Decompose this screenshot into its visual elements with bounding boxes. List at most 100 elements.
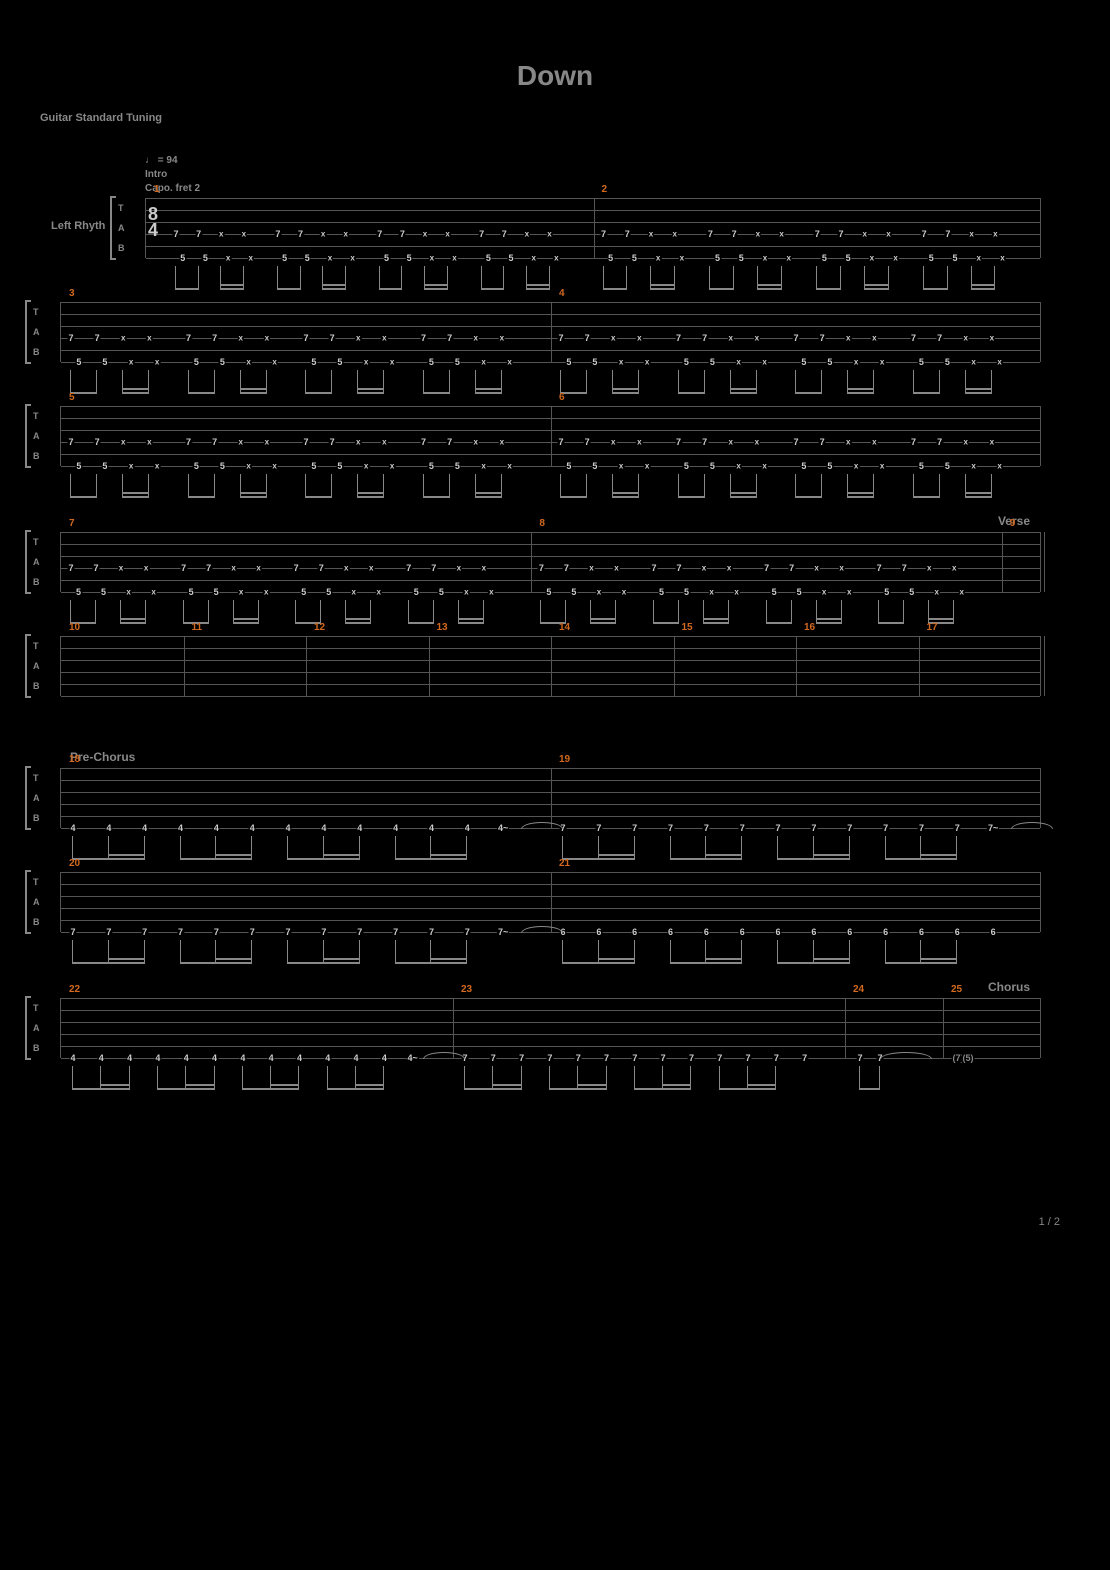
tab-note: x [755, 230, 761, 239]
tab-note: 7 [584, 333, 591, 343]
measure-number: 24 [853, 984, 864, 995]
tab-note: 7 [792, 333, 799, 343]
tab-note: x [422, 230, 428, 239]
tab-note: 7 [297, 229, 304, 239]
tab-note: x [241, 230, 247, 239]
tab-note: 7 [318, 563, 325, 573]
tab-note: 7 [478, 229, 485, 239]
tab-note: x [871, 438, 877, 447]
tab-note: x [120, 438, 126, 447]
measure-number: 12 [314, 622, 325, 633]
section-intro: Intro [145, 168, 1070, 182]
tab-note: x [546, 230, 552, 239]
measure-number: 22 [69, 984, 80, 995]
tab-note: 7 [293, 563, 300, 573]
tab-note: 7 [557, 437, 564, 447]
measure-number: 17 [927, 622, 938, 633]
tab-note: x [862, 230, 868, 239]
tempo-value: = 94 [158, 155, 178, 166]
tab-note: x [992, 230, 998, 239]
measure-number: 20 [69, 858, 80, 869]
measure-number: 15 [682, 622, 693, 633]
tuning-label: Guitar Standard Tuning [40, 112, 1070, 124]
tab-note: 7 [94, 437, 101, 447]
tab-note: 7 [195, 229, 202, 239]
tab-note: 7 [376, 229, 383, 239]
tab-note: x [381, 334, 387, 343]
measure-number: 2 [602, 184, 608, 195]
tab-note: 7 [67, 437, 74, 447]
tab-note: x [143, 564, 149, 573]
measure-number: 21 [559, 858, 570, 869]
tab-note: 7 [172, 229, 179, 239]
measure-number: 4 [559, 288, 565, 299]
section-label: Chorus [40, 980, 1070, 994]
tab-note: x [255, 564, 261, 573]
tab-note: x [524, 230, 530, 239]
section-label: Verse [40, 514, 1070, 528]
tab-note: 7 [763, 563, 770, 573]
tab-note: x [237, 334, 243, 343]
tab-note: x [672, 230, 678, 239]
tab-note: x [481, 564, 487, 573]
tab-note: 7 [675, 333, 682, 343]
tab-note: 7 [701, 437, 708, 447]
tab-note: 7 [563, 563, 570, 573]
tab-note: x [951, 564, 957, 573]
tab-note: x [146, 438, 152, 447]
tab-note: 7 [901, 563, 908, 573]
tab-note: 7 [94, 333, 101, 343]
tab-note: x [701, 564, 707, 573]
song-title: Down [40, 60, 1070, 92]
tab-note: 7 [876, 563, 883, 573]
tab-note: x [613, 564, 619, 573]
tab-note: x [754, 438, 760, 447]
tab-note: x [355, 438, 361, 447]
tab-note: 7 [624, 229, 631, 239]
measure-number: 25 [951, 984, 962, 995]
tab-note: x [754, 334, 760, 343]
tab-note: 7 [211, 437, 218, 447]
tab-note: 7 [67, 563, 74, 573]
timesig-bot: 4 [148, 222, 158, 238]
tab-note: 7 [446, 437, 453, 447]
tab-note: 7 [302, 333, 309, 343]
tab-note: x [588, 564, 594, 573]
tab-note: 7 [819, 333, 826, 343]
tab-note: 7 [180, 563, 187, 573]
tab-note: 7 [405, 563, 412, 573]
measure-number: 10 [69, 622, 80, 633]
measure-number: 6 [559, 392, 565, 403]
tab-note: 7 [944, 229, 951, 239]
tab-note: x [456, 564, 462, 573]
tab-note: x [472, 334, 478, 343]
tab-note: x [230, 564, 236, 573]
tab-note: 7 [936, 333, 943, 343]
tab-note: x [368, 564, 374, 573]
measure-number: 1 [154, 184, 160, 195]
tab-note: x [962, 438, 968, 447]
tab-note: 7 [329, 437, 336, 447]
tab-note: 7 [211, 333, 218, 343]
tab-note: x [264, 334, 270, 343]
tab-note: x [355, 334, 361, 343]
tab-note: 7 [399, 229, 406, 239]
tab-note: 7 [792, 437, 799, 447]
tab-note: 7 [819, 437, 826, 447]
tab-note: 7 [329, 333, 336, 343]
tab-note: 7 [501, 229, 508, 239]
tab-note: x [727, 438, 733, 447]
tab-note: 7 [600, 229, 607, 239]
tab-note: x [499, 438, 505, 447]
tab-note: 7 [302, 437, 309, 447]
tab-note: 7 [185, 437, 192, 447]
tab-note: 7 [93, 563, 100, 573]
tab-note: x [726, 564, 732, 573]
tab-note: 7 [420, 437, 427, 447]
tab-note: x [237, 438, 243, 447]
measure-number: 11 [192, 622, 203, 633]
tab-note: x [610, 334, 616, 343]
measure-number: 8 [539, 518, 545, 529]
measure-number: 19 [559, 754, 570, 765]
page-number: 1 / 2 [40, 1216, 1070, 1228]
